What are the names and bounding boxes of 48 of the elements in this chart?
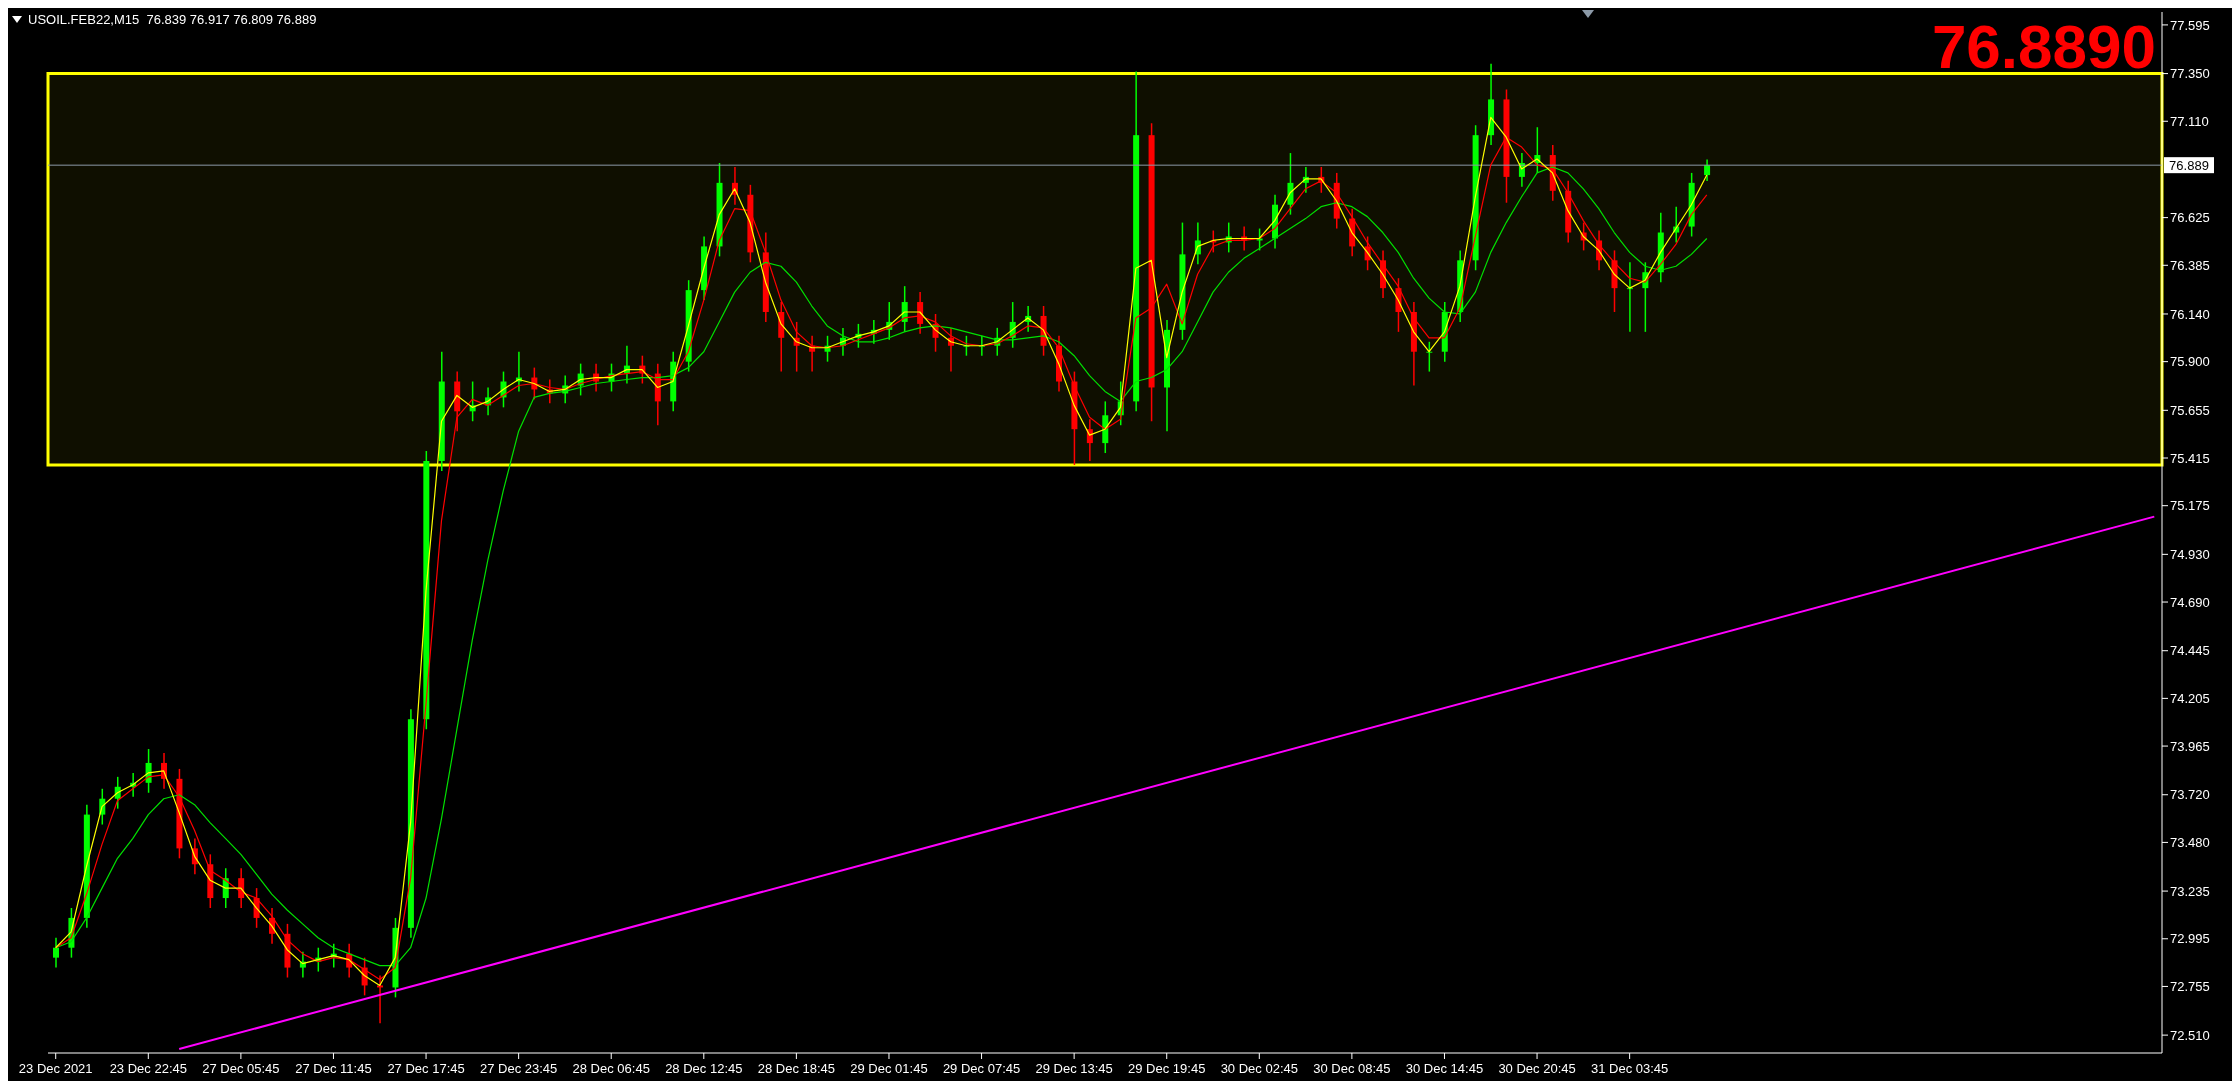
x-tick-label: 27 Dec 23:45 <box>479 1061 558 1076</box>
x-tick-label: 29 Dec 01:45 <box>850 1061 928 1076</box>
y-tick-label: 72.755 <box>2170 979 2210 995</box>
x-tick-label: 27 Dec 05:45 <box>202 1061 280 1076</box>
ref-line-label: 76.889 <box>2169 158 2209 174</box>
x-tick-label: 29 Dec 13:45 <box>1035 1061 1113 1076</box>
y-tick-label: 74.445 <box>2170 643 2210 659</box>
y-tick-label: 75.415 <box>2170 450 2210 466</box>
x-tick-label: 29 Dec 07:45 <box>942 1061 1021 1076</box>
x-tick-label: 23 Dec 22:45 <box>109 1061 187 1076</box>
candlestick <box>1704 158 1711 182</box>
y-tick-label: 77.350 <box>2170 66 2210 82</box>
annotation: 76.8890 <box>1931 12 2156 81</box>
y-tick-label: 75.900 <box>2170 354 2210 370</box>
x-tick-label: 31 Dec 03:45 <box>1590 1061 1669 1076</box>
y-tick-label: 73.480 <box>2170 835 2210 851</box>
y-tick-label: 73.235 <box>2170 883 2210 899</box>
candlestick <box>1426 341 1433 373</box>
candlestick <box>978 335 985 357</box>
chart-title: USOIL.FEB22,M15 76.839 76.917 76.809 76.889 <box>28 12 317 27</box>
y-tick-label: 75.175 <box>2170 498 2210 514</box>
x-tick-label: 28 Dec 06:45 <box>572 1061 650 1076</box>
candlestick <box>53 937 59 969</box>
y-tick-label: 72.995 <box>2170 931 2210 947</box>
y-tick-label: 77.595 <box>2170 17 2210 33</box>
x-tick-label: 30 Dec 02:45 <box>1220 1061 1298 1076</box>
x-tick-label: 27 Dec 17:45 <box>387 1061 465 1076</box>
y-tick-label: 77.110 <box>2170 113 2209 129</box>
y-tick-label: 75.655 <box>2170 402 2210 418</box>
x-tick-label: 23 Dec 2021 <box>18 1061 93 1076</box>
x-tick-label: 30 Dec 20:45 <box>1498 1061 1576 1076</box>
y-tick-label: 76.140 <box>2170 306 2210 322</box>
y-tick-label: 73.965 <box>2170 738 2210 754</box>
y-tick-label: 72.510 <box>2170 1027 2210 1043</box>
x-tick-label: 27 Dec 11:45 <box>295 1061 372 1076</box>
y-tick-label: 73.720 <box>2170 787 2210 803</box>
x-tick-label: 28 Dec 12:45 <box>665 1061 743 1076</box>
x-tick-label: 29 Dec 19:45 <box>1128 1061 1206 1076</box>
y-tick-label: 74.930 <box>2170 546 2210 562</box>
candlestick <box>1287 152 1294 216</box>
y-tick-label: 76.385 <box>2170 257 2210 273</box>
x-tick-label: 30 Dec 14:45 <box>1405 1061 1484 1076</box>
y-tick-label: 76.625 <box>2170 210 2210 226</box>
x-tick-label: 28 Dec 18:45 <box>757 1061 836 1076</box>
x-tick-label: 30 Dec 08:45 <box>1313 1061 1391 1076</box>
y-tick-label: 74.690 <box>2170 594 2210 610</box>
y-tick-label: 74.205 <box>2170 691 2210 706</box>
candlestick <box>963 335 970 357</box>
